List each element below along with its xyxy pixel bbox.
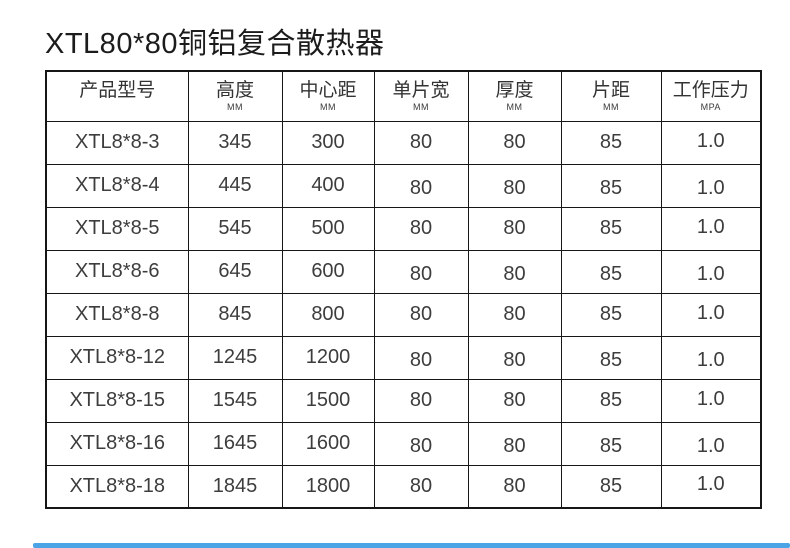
- value-cell: 85: [560, 163, 662, 208]
- value-cell: 85: [560, 464, 662, 509]
- table-row: XTL8*8-16 1645 1600 80 80 85 1.0: [45, 421, 762, 466]
- column-label: 片距: [591, 79, 630, 101]
- value-cell: 80: [467, 249, 562, 294]
- column-header: 工作压力 MPA: [660, 70, 762, 122]
- value-cell: 300: [281, 120, 375, 165]
- value-cell: 80: [373, 292, 469, 337]
- value-cell: 1.0: [660, 378, 762, 423]
- model-cell: XTL8*8-4: [45, 163, 189, 208]
- value-cell: 85: [560, 292, 662, 337]
- value-cell: 800: [281, 292, 375, 337]
- column-header: 产品型号: [45, 70, 189, 122]
- value-cell: 845: [187, 292, 283, 337]
- value-cell: 1.0: [660, 421, 762, 466]
- value-cell: 1545: [187, 378, 283, 423]
- model-cell: XTL8*8-8: [45, 292, 189, 337]
- value-cell: 1.0: [660, 335, 762, 380]
- column-label: 产品型号: [79, 79, 156, 101]
- value-cell: 545: [187, 206, 283, 251]
- table-row: XTL8*8-5 545 500 80 80 85 1.0: [45, 206, 762, 251]
- value-cell: 80: [467, 464, 562, 509]
- value-cell: 80: [467, 421, 562, 466]
- value-cell: 600: [281, 249, 375, 294]
- table-row: XTL8*8-12 1245 1200 80 80 85 1.0: [45, 335, 762, 380]
- value-cell: 400: [281, 163, 375, 208]
- page-title: XTL80*80铜铝复合散热器: [45, 28, 385, 60]
- value-cell: 345: [187, 120, 283, 165]
- table-row: XTL8*8-6 645 600 80 80 85 1.0: [45, 249, 762, 294]
- value-cell: 1500: [281, 378, 375, 423]
- value-cell: 1200: [281, 335, 375, 380]
- value-cell: 85: [560, 249, 662, 294]
- model-cell: XTL8*8-6: [45, 249, 189, 294]
- value-cell: 80: [467, 163, 562, 208]
- value-cell: 80: [373, 249, 469, 294]
- value-cell: 1800: [281, 464, 375, 509]
- value-cell: 85: [560, 206, 662, 251]
- column-unit: MM: [413, 101, 429, 112]
- model-cell: XTL8*8-18: [45, 464, 189, 509]
- value-cell: 80: [467, 378, 562, 423]
- value-cell: 80: [467, 335, 562, 380]
- column-label: 中心距: [299, 79, 357, 101]
- value-cell: 1.0: [660, 163, 762, 208]
- table-header-row: 产品型号 高度 MM 中心距 MM 单片宽 MM 厚度 MM 片距 MM 工作压力 MPA: [45, 70, 762, 122]
- model-cell: XTL8*8-5: [45, 206, 189, 251]
- column-unit: MM: [506, 101, 523, 112]
- value-cell: 445: [187, 163, 283, 208]
- value-cell: 85: [560, 335, 662, 380]
- value-cell: 1.0: [660, 464, 762, 509]
- column-header: 单片宽 MM: [373, 70, 469, 122]
- value-cell: 85: [560, 421, 662, 466]
- value-cell: 80: [373, 464, 469, 509]
- table-row: XTL8*8-18 1845 1800 80 80 85 1.0: [45, 464, 762, 509]
- value-cell: 80: [373, 421, 469, 466]
- value-cell: 645: [187, 249, 283, 294]
- column-unit: MM: [320, 101, 336, 112]
- value-cell: 80: [467, 120, 562, 165]
- column-unit: MPA: [700, 101, 721, 112]
- value-cell: 1.0: [660, 292, 762, 337]
- value-cell: 80: [373, 206, 469, 251]
- column-header: 中心距 MM: [281, 70, 375, 122]
- value-cell: 80: [373, 335, 469, 380]
- value-cell: 85: [560, 120, 662, 165]
- value-cell: 85: [560, 378, 662, 423]
- column-header: 高度 MM: [187, 70, 283, 122]
- value-cell: 80: [373, 163, 469, 208]
- value-cell: 1600: [281, 421, 375, 466]
- column-unit: MM: [603, 101, 619, 112]
- value-cell: 80: [467, 206, 562, 251]
- value-cell: 1.0: [660, 206, 762, 251]
- product-spec-table: 产品型号 高度 MM 中心距 MM 单片宽 MM 厚度 MM 片距 MM 工作压力 MPA XTL8*8…: [45, 70, 762, 509]
- table-row: XTL8*8-8 845 800 80 80 85 1.0: [45, 292, 762, 337]
- column-unit: [47, 103, 187, 112]
- value-cell: 1645: [187, 421, 283, 466]
- column-label: 单片宽: [392, 79, 450, 101]
- model-cell: XTL8*8-16: [45, 421, 189, 466]
- column-label: 高度: [215, 79, 254, 101]
- table-row: XTL8*8-3 345 300 80 80 85 1.0: [45, 120, 762, 165]
- model-cell: XTL8*8-15: [45, 378, 189, 423]
- column-header: 片距 MM: [560, 70, 662, 122]
- value-cell: 1.0: [660, 120, 762, 165]
- value-cell: 80: [373, 120, 469, 165]
- value-cell: 1245: [187, 335, 283, 380]
- table-body: XTL8*8-3 345 300 80 80 85 1.0 XTL8*8-4 445 400 80 8…: [45, 120, 762, 509]
- column-unit: MM: [227, 101, 243, 112]
- column-header: 厚度 MM: [467, 70, 562, 122]
- horizontal-scrollbar-thumb[interactable]: [33, 543, 790, 548]
- table-row: XTL8*8-15 1545 1500 80 80 85 1.0: [45, 378, 762, 423]
- table-row: XTL8*8-4 445 400 80 80 85 1.0: [45, 163, 762, 208]
- value-cell: 1.0: [660, 249, 762, 294]
- model-cell: XTL8*8-3: [45, 120, 189, 165]
- model-cell: XTL8*8-12: [45, 335, 189, 380]
- column-label: 厚度: [495, 79, 534, 101]
- value-cell: 1845: [187, 464, 283, 509]
- value-cell: 80: [373, 378, 469, 423]
- value-cell: 500: [281, 206, 375, 251]
- column-label: 工作压力: [672, 79, 749, 101]
- value-cell: 80: [467, 292, 562, 337]
